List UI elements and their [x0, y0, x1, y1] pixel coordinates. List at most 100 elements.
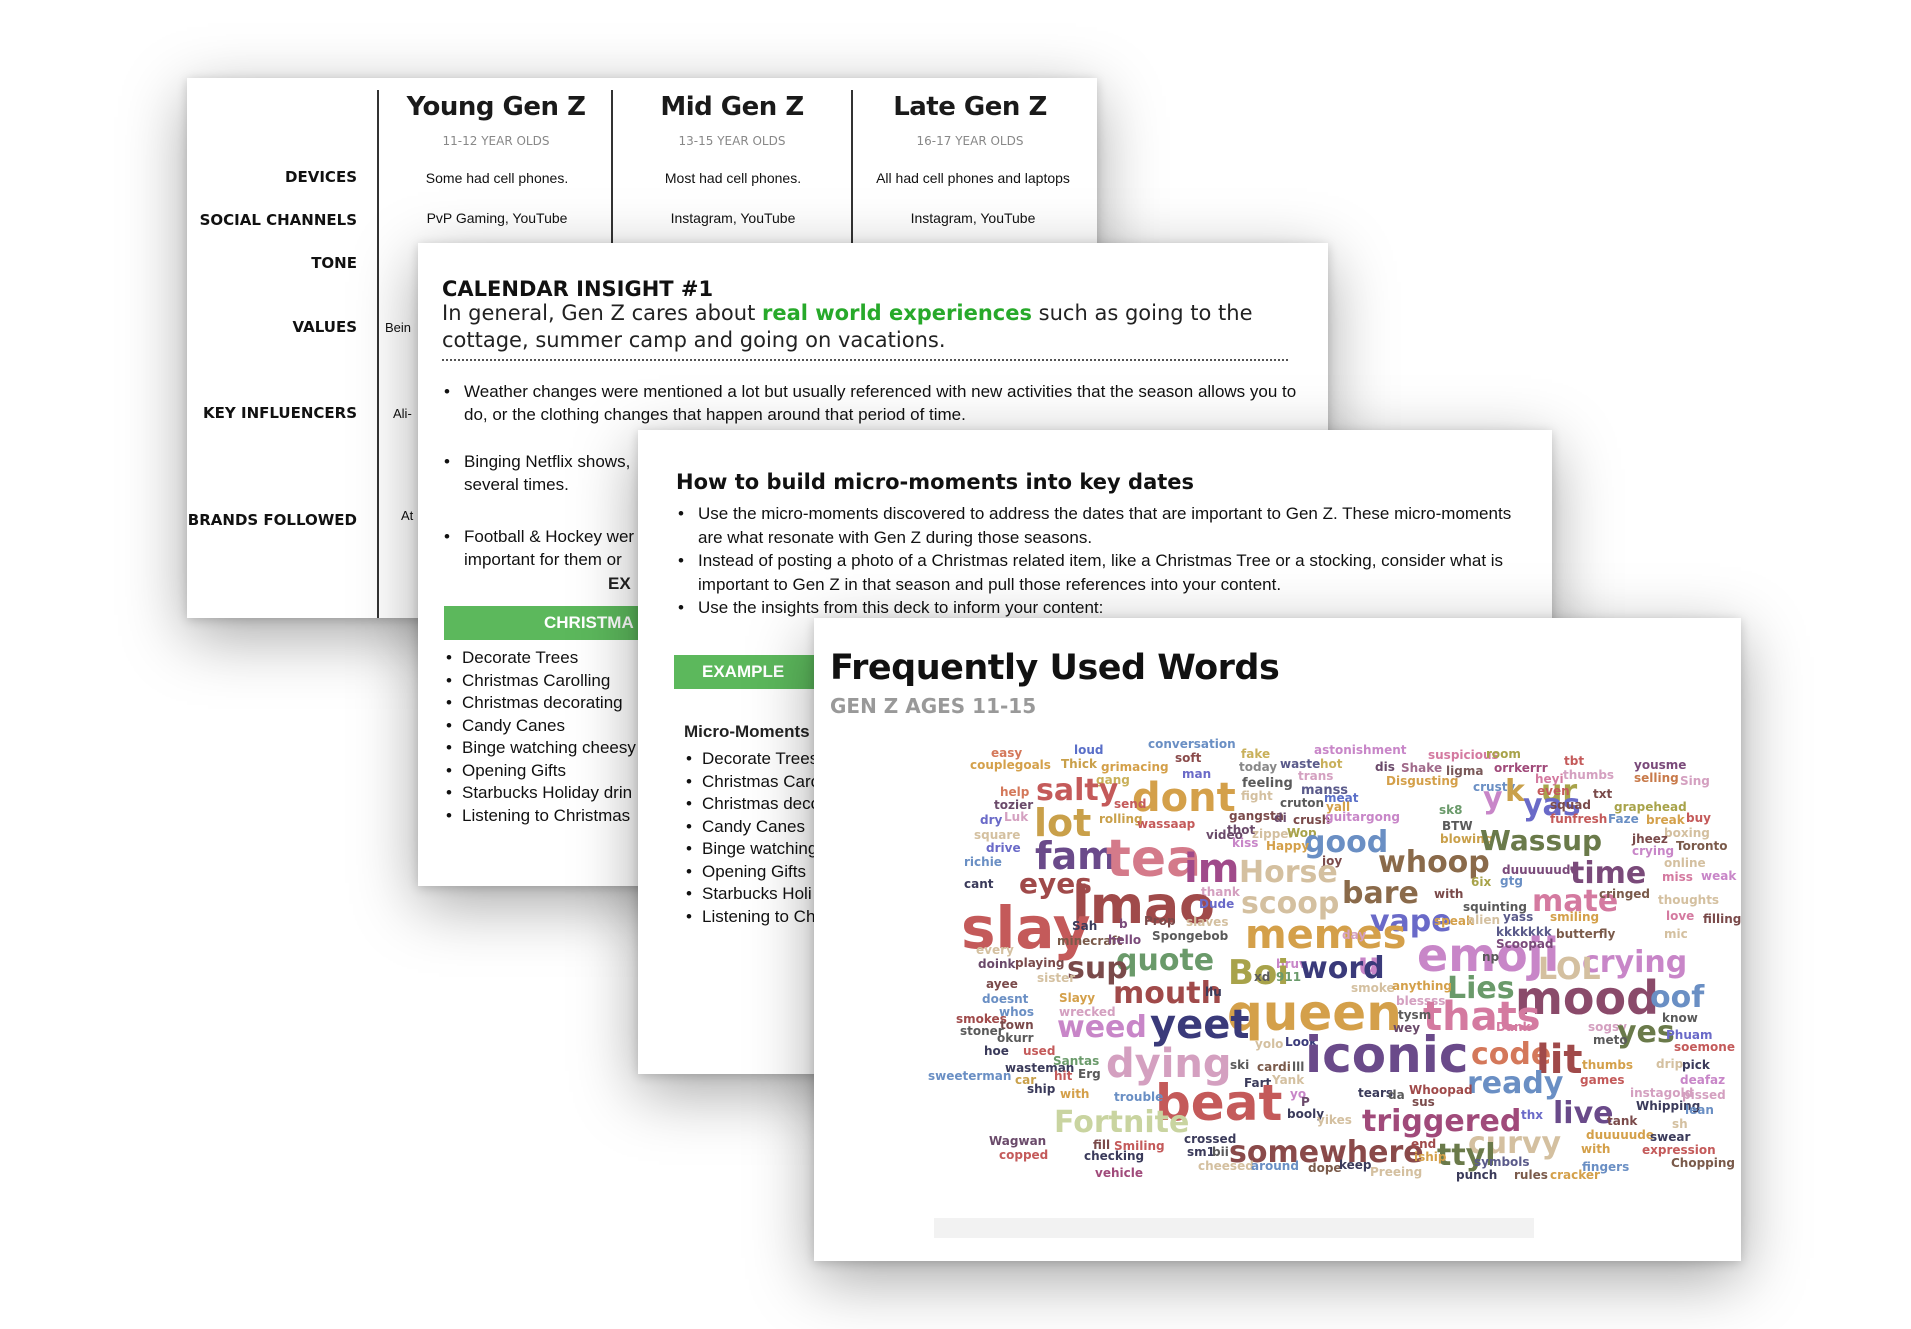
- cloud-word: Chopping: [1671, 1156, 1735, 1170]
- cloud-word: duuuuuude: [1502, 863, 1579, 877]
- cloud-word: mood: [1515, 971, 1659, 1025]
- bullet-text: Use the insights from this deck to infor…: [676, 596, 1516, 620]
- list-item: Christmas Caro: [684, 771, 820, 794]
- row-label-brands-followed: BRANDS FOLLOWED: [187, 511, 357, 529]
- cloud-word: iconic: [1305, 1026, 1469, 1084]
- cloud-word: playing: [1015, 956, 1065, 970]
- cloud-word: good: [1304, 825, 1388, 860]
- cloud-word: Prop: [1144, 914, 1176, 928]
- cloud-word: car: [1015, 1073, 1036, 1087]
- cloud-word: weak: [1701, 869, 1737, 883]
- cloud-word: yes: [1617, 1015, 1675, 1050]
- cloud-word: thumbs: [1582, 1058, 1633, 1072]
- cloud-word: day: [1342, 928, 1366, 942]
- cloud-word: cracker: [1550, 1168, 1600, 1182]
- cloud-word: wey: [1393, 1021, 1420, 1035]
- cloud-word: Whoopad: [1409, 1083, 1473, 1097]
- table-divider: [377, 90, 379, 618]
- cloud-word: orrkerrr: [1494, 761, 1548, 775]
- list-item: Starbucks Holiday drin: [444, 782, 636, 805]
- cloud-word: wassaap: [1137, 817, 1196, 831]
- bullet: Football & Hockey wer important for them…: [442, 525, 640, 571]
- cloud-word: lean: [1685, 1103, 1714, 1117]
- cloud-word: Luk: [1004, 810, 1029, 824]
- column-title: Young Gen Z: [406, 92, 586, 122]
- cloud-word: Happy: [1266, 839, 1309, 853]
- list-item: Opening Gifts: [444, 760, 636, 783]
- slide-title: Frequently Used Words: [830, 648, 1280, 688]
- bullet: Weather changes were mentioned a lot but…: [442, 380, 1302, 426]
- cloud-word: somewhere: [1229, 1135, 1424, 1170]
- cloud-word: hot: [1320, 757, 1343, 771]
- cloud-word: lll: [1292, 1060, 1304, 1074]
- dotted-divider: [442, 359, 1288, 361]
- cloud-word: speak: [1434, 914, 1475, 928]
- cloud-word: thx: [1521, 1108, 1543, 1122]
- cloud-word: lit: [1536, 1037, 1583, 1083]
- cloud-word: around: [1251, 1159, 1299, 1173]
- cloud-word: couplegoals: [970, 758, 1051, 772]
- bullet-list: Use the micro-moments discovered to addr…: [676, 502, 1516, 620]
- christmas-list: Decorate Trees Christmas Carolling Chris…: [444, 647, 636, 827]
- column-subtitle: 11-12 YEAR OLDS: [442, 134, 550, 148]
- cloud-word: Fortnite: [1054, 1105, 1189, 1140]
- cloud-word: curvy: [1468, 1126, 1561, 1161]
- cloud-word: Whipping: [1636, 1099, 1700, 1113]
- cloud-word: smiling: [1550, 910, 1599, 924]
- cloud-word: sister: [1037, 971, 1075, 985]
- cloud-word: tank: [1607, 1114, 1638, 1128]
- cloud-word: hello: [1108, 933, 1141, 947]
- cloud-word: triggered: [1362, 1104, 1521, 1139]
- cell-channels-mid: Instagram, YouTube: [670, 210, 796, 226]
- cloud-word: Shake: [1401, 761, 1442, 775]
- column-mid-gen-z: Mid Gen Z 13-15 YEAR OLDS: [617, 92, 847, 148]
- cloud-word: ligma: [1446, 764, 1483, 778]
- cloud-word: wasteman: [1005, 1061, 1074, 1075]
- cloud-word: man: [1182, 767, 1211, 781]
- cloud-word: square: [974, 828, 1020, 842]
- cloud-word: with: [1434, 887, 1463, 901]
- cloud-word: hoe: [984, 1044, 1009, 1058]
- cloud-word: im: [1184, 846, 1239, 892]
- cloud-word: jheez: [1631, 832, 1668, 846]
- cloud-word: queen: [1227, 984, 1402, 1042]
- cloud-word: tears: [1358, 1086, 1393, 1100]
- cloud-word: Lies: [1447, 971, 1515, 1006]
- cloud-word: anything: [1392, 979, 1452, 993]
- cloud-word: Spongebob: [1152, 929, 1229, 943]
- cell-channels-young: PvP Gaming, YouTube: [426, 210, 568, 226]
- cloud-word: town: [1000, 1018, 1034, 1032]
- cloud-word: trouble: [1114, 1090, 1163, 1104]
- list-item: Listening to Christmas: [444, 805, 636, 828]
- cell-devices-mid: Most had cell phones.: [664, 170, 802, 186]
- cloud-word: kkkkkkk: [1496, 925, 1553, 939]
- cloud-word: thoughts: [1658, 893, 1719, 907]
- subtitle-highlight: real world experiences: [761, 301, 1032, 325]
- cloud-word: zipper: [1252, 827, 1294, 841]
- slide-subtitle: GEN Z AGES 11-15: [830, 694, 1037, 718]
- cloud-word: soft: [1175, 751, 1202, 765]
- cloud-word: drip: [1656, 1057, 1684, 1071]
- column-late-gen-z: Late Gen Z 16-17 YEAR OLDS: [855, 92, 1085, 148]
- list-item: Candy Canes: [444, 715, 636, 738]
- cloud-word: gang: [1096, 773, 1130, 787]
- cloud-word: squad: [1550, 798, 1591, 812]
- cloud-word: Smiling: [1114, 1139, 1165, 1153]
- cloud-word: memes: [1245, 912, 1406, 958]
- slide-frequently-used-words: Frequently Used Words GEN Z AGES 11-15 c…: [814, 618, 1741, 1261]
- row-label-tone: TONE: [311, 254, 357, 272]
- cloud-word: squinting: [1463, 900, 1527, 914]
- cloud-word: txt: [1593, 787, 1612, 801]
- cloud-word: thot: [1227, 823, 1256, 837]
- cloud-word: sus: [1412, 1095, 1435, 1109]
- list-item: Christmas deco: [684, 793, 820, 816]
- cloud-word: yo: [1290, 1087, 1306, 1101]
- cloud-word: lmao: [1072, 876, 1215, 936]
- cloud-word: stoner: [960, 1024, 1004, 1038]
- cloud-word: whoop: [1378, 845, 1490, 880]
- cloud-word: alien: [1467, 913, 1500, 927]
- cloud-word: know: [1662, 1011, 1698, 1025]
- column-subtitle: 13-15 YEAR OLDS: [678, 134, 786, 148]
- cloud-word: suspicious: [1428, 748, 1499, 762]
- cloud-word: loud: [1074, 743, 1104, 757]
